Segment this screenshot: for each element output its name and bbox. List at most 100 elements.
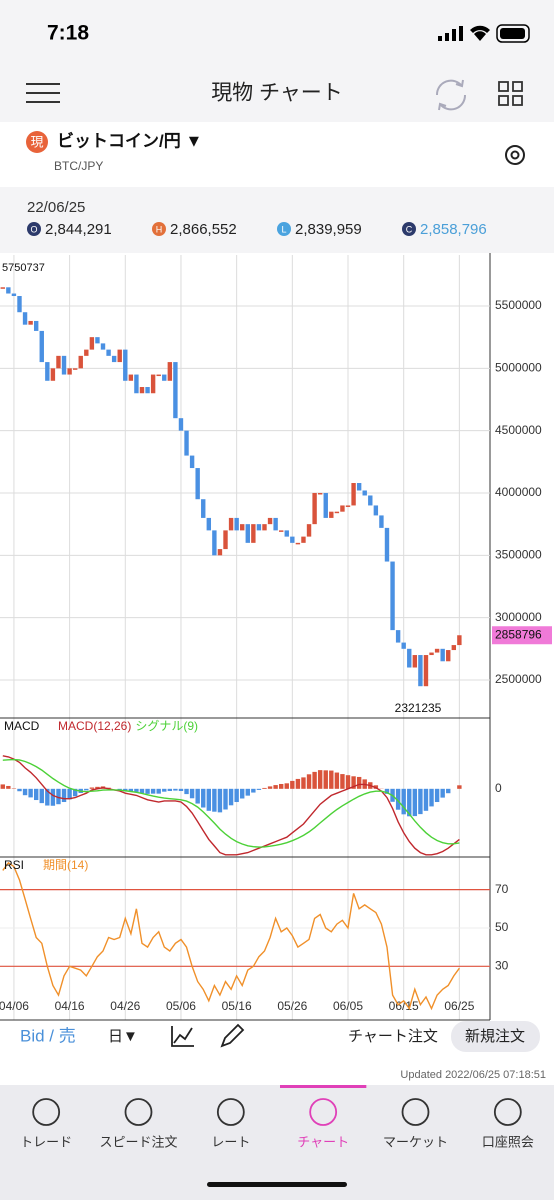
- macd-histogram-bar: [234, 788, 239, 803]
- quote-date: 22/06/25: [27, 199, 85, 216]
- quote-icon-letter: C: [406, 224, 413, 234]
- macd-histogram-bar: [240, 788, 245, 799]
- candle-body: [117, 349, 122, 363]
- refresh-button[interactable]: [435, 79, 467, 111]
- candle-body: [195, 468, 200, 500]
- macd-histogram-bar: [167, 788, 173, 792]
- macd-histogram-bar: [429, 788, 434, 807]
- macd-histogram-bar: [457, 785, 462, 789]
- quote-row: O 2,844,291 H 2,866,552 L 2,839,959 C 2,858,796: [27, 221, 487, 238]
- quote-icon-letter: O: [30, 224, 37, 234]
- macd-histogram-bar: [423, 788, 429, 811]
- candle-body: [173, 362, 178, 419]
- tab-label[interactable]: スピード注文: [99, 1134, 177, 1149]
- period-select[interactable]: 日▼: [108, 1028, 138, 1045]
- candle-body: [356, 483, 362, 491]
- tab-label[interactable]: マーケット: [383, 1134, 448, 1149]
- tab-label[interactable]: チャート: [297, 1134, 349, 1149]
- candle-body: [395, 630, 401, 643]
- candle-body: [329, 511, 334, 518]
- macd-histogram-bar: [145, 788, 150, 794]
- macd-histogram-bar: [384, 788, 390, 794]
- macd-histogram-bar: [345, 775, 351, 789]
- macd-histogram-bar: [156, 788, 161, 794]
- candle-body: [434, 648, 440, 653]
- rsi-line: [2, 861, 460, 1011]
- candle-body: [251, 524, 256, 543]
- candle-body: [28, 320, 33, 325]
- tab-label[interactable]: 口座照会: [482, 1134, 534, 1149]
- status-time: 7:18: [47, 22, 89, 45]
- legend-label: 期間(14): [43, 858, 88, 872]
- x-tick-label: 04/16: [55, 999, 85, 1013]
- candle-body: [401, 642, 406, 649]
- tab-label[interactable]: トレード: [20, 1134, 72, 1149]
- indicator-button[interactable]: [171, 1026, 194, 1047]
- y-tick-label: 3500000: [495, 547, 542, 561]
- candle-body: [306, 524, 312, 537]
- candle-body: [189, 455, 195, 469]
- candle-body: [67, 368, 72, 375]
- macd-histogram-bar: [228, 788, 234, 806]
- candle-body: [262, 524, 267, 531]
- macd-histogram-bar: [178, 788, 184, 792]
- candle-body: [201, 499, 206, 518]
- macd-histogram-bar: [139, 788, 145, 793]
- candle-body: [56, 355, 61, 369]
- macd-histogram-bar: [223, 788, 228, 810]
- candle-body: [267, 517, 273, 525]
- y-tick-label: 4000000: [495, 485, 542, 499]
- macd-histogram-bar: [329, 770, 334, 789]
- candle-body: [440, 648, 445, 662]
- candle-body: [290, 536, 295, 543]
- candle-body: [150, 374, 156, 394]
- candle-body: [301, 536, 306, 543]
- macd-histogram-bar: [33, 788, 39, 801]
- macd-histogram-bar: [295, 778, 301, 789]
- quote-bg: [0, 187, 554, 253]
- macd-histogram-bar: [0, 784, 5, 789]
- macd-histogram-bar: [89, 787, 95, 789]
- macd-histogram-bar: [440, 788, 445, 798]
- candle-body: [368, 495, 373, 506]
- macd-histogram-bar: [150, 788, 156, 794]
- candle-body: [340, 505, 345, 512]
- draw-button[interactable]: [220, 1023, 245, 1048]
- menu-button[interactable]: [26, 83, 60, 103]
- layout-button[interactable]: [498, 81, 523, 106]
- tab-icon: [493, 1098, 522, 1126]
- candle-body: [323, 492, 328, 518]
- quote-icon-letter: H: [156, 224, 163, 234]
- macd-histogram-bar: [434, 788, 440, 803]
- macd-histogram-bar: [212, 788, 217, 812]
- candle-body: [100, 343, 106, 350]
- instrument-bg: [0, 122, 554, 187]
- header-title: 現物 チャート: [211, 82, 343, 105]
- candle-body: [446, 650, 451, 662]
- candle-body: [45, 362, 50, 381]
- candle-body: [111, 355, 117, 363]
- candle-body: [61, 355, 67, 375]
- new-order-bg[interactable]: [451, 1021, 540, 1052]
- quote-icon: [277, 222, 291, 236]
- candle-body: [167, 362, 173, 381]
- instrument-name[interactable]: ビットコイン/円 ▼: [57, 131, 202, 150]
- x-tick-label: 05/16: [222, 999, 252, 1013]
- macd-histogram-bar: [95, 786, 100, 789]
- tab-label[interactable]: レート: [211, 1134, 250, 1149]
- candle-body: [317, 492, 323, 495]
- candle-body: [407, 648, 412, 668]
- new-order-button[interactable]: 新規注文: [465, 1028, 525, 1045]
- candle-body: [256, 524, 262, 531]
- settings-button[interactable]: [505, 145, 525, 165]
- macd-histogram-bar: [290, 780, 295, 789]
- max-label: 5750737: [2, 262, 45, 274]
- chart-order-button[interactable]: チャート注文: [348, 1028, 438, 1045]
- candle-body: [72, 368, 78, 370]
- macd-histogram-bar: [17, 788, 22, 792]
- bid-toggle[interactable]: Bid / 売: [20, 1026, 76, 1045]
- macd-histogram-bar: [184, 788, 189, 795]
- macd-histogram-bar: [61, 788, 67, 803]
- macd-histogram-bar: [206, 788, 212, 811]
- macd-histogram-bar: [245, 788, 250, 796]
